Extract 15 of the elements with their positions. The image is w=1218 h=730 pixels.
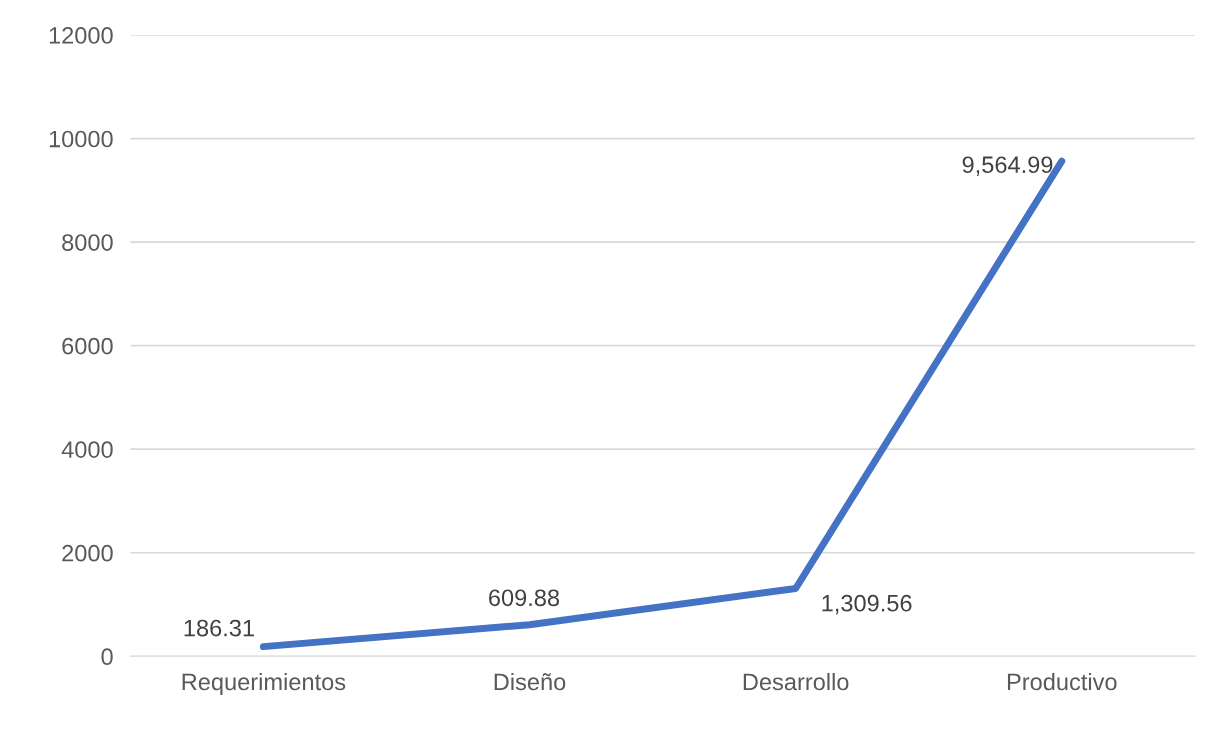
data-label: 609.88 bbox=[489, 589, 560, 607]
y-tick-label: 8000 bbox=[62, 234, 113, 251]
y-tick-label: 12000 bbox=[49, 27, 113, 44]
y-tick-label: 0 bbox=[101, 648, 113, 666]
data-label: 9,564.99 bbox=[962, 156, 1053, 176]
y-tick-label: 6000 bbox=[62, 337, 113, 355]
y-tick-label: 2000 bbox=[62, 544, 113, 562]
data-label: 1,309.56 bbox=[822, 594, 912, 615]
data-label: 186.31 bbox=[184, 619, 254, 637]
y-tick-label: 10000 bbox=[49, 130, 113, 148]
x-tick-label: Diseño bbox=[494, 672, 566, 691]
x-tick-label: Productivo bbox=[1007, 672, 1117, 691]
x-tick-label: Desarrollo bbox=[743, 672, 849, 691]
y-tick-label: 4000 bbox=[61, 441, 113, 458]
x-tick-label: Requerimientos bbox=[182, 672, 346, 695]
